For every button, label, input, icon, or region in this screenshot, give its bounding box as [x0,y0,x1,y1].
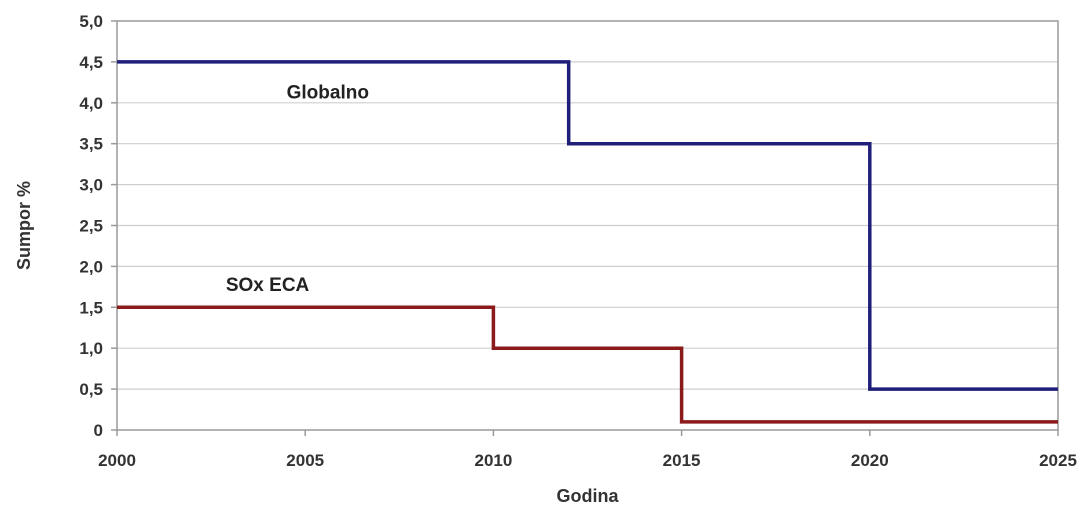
y-tick-label-6: 3,0 [79,176,103,195]
y-tick-label-9: 4,5 [79,53,103,72]
y-tick-label-0: 0 [94,421,103,440]
y-tick-label-1: 0,5 [79,380,103,399]
series-line-1 [117,305,1058,424]
series-label-0: Globalno [287,83,369,104]
y-tick-label-2: 1,0 [79,339,103,358]
x-tick-label-1: 2005 [286,451,324,470]
y-tick-label-10: 5,0 [79,12,103,31]
y-tick-label-5: 2,5 [79,217,103,236]
y-tick-label-4: 2,0 [79,257,103,276]
y-axis-ticks: 0 0,5 1,0 1,5 2,0 2,5 3,0 3,5 4,0 4,5 5,0 [79,12,117,440]
x-tick-label-2: 2010 [474,451,512,470]
x-axis-title: Godina [557,486,620,506]
series-label-1: SOx ECA [226,275,310,296]
y-tick-label-8: 4,0 [79,94,103,113]
y-tick-label-7: 3,5 [79,135,103,154]
series-lines: Globalno SOx ECA [117,60,1058,424]
x-axis-ticks: 2000 2005 2010 2015 2020 2025 [98,430,1077,470]
x-tick-label-3: 2015 [663,451,701,470]
x-tick-label-4: 2020 [851,451,889,470]
y-axis-title: Sumpor % [14,181,34,270]
series-line-0 [117,60,1058,391]
x-tick-label-0: 2000 [98,451,136,470]
x-tick-label-5: 2025 [1039,451,1077,470]
y-tick-label-3: 1,5 [79,298,103,317]
